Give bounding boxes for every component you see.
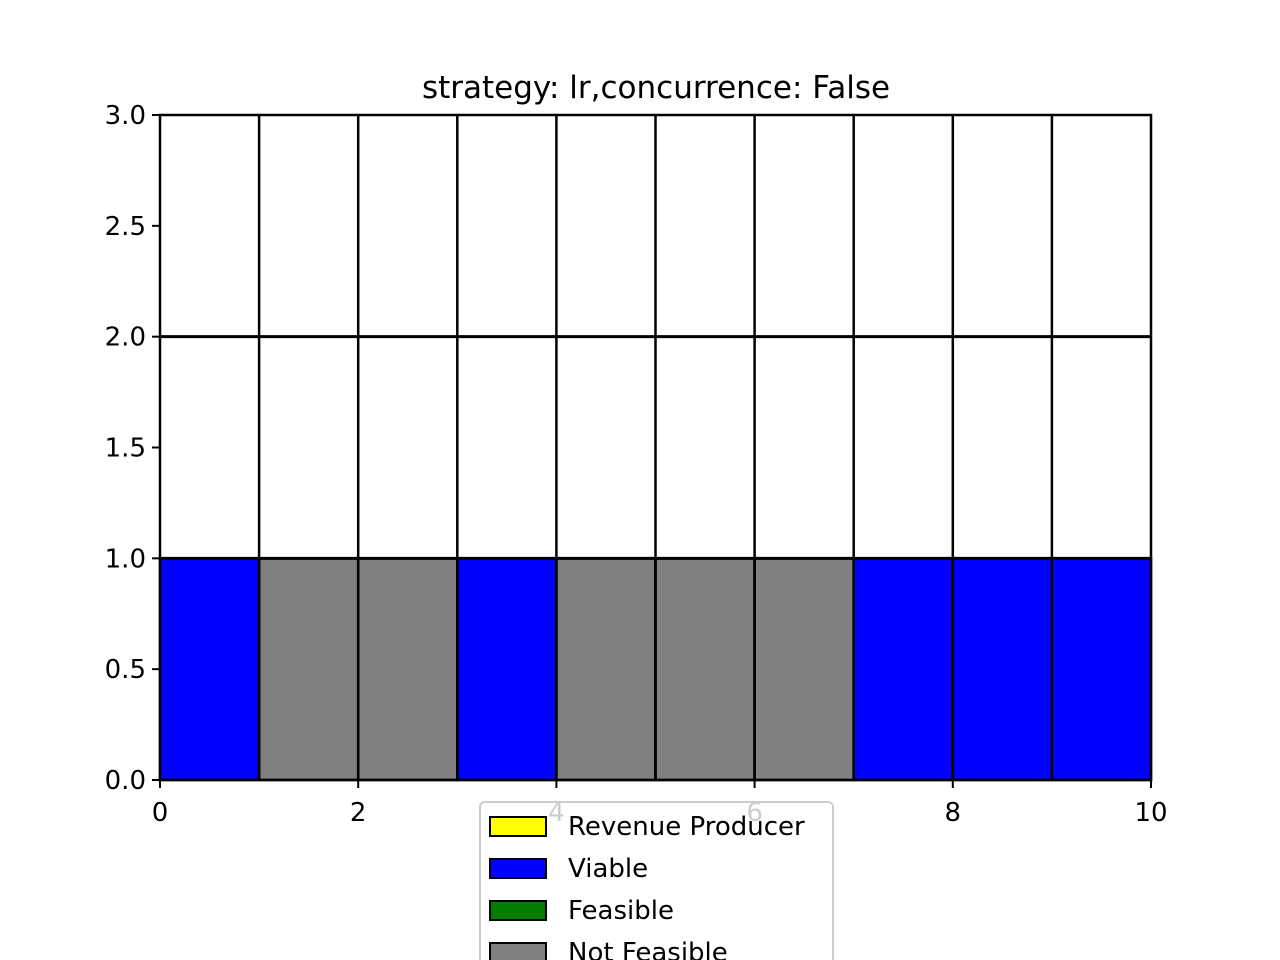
x-tick-label: 2 xyxy=(350,798,367,828)
y-tick-label: 1.0 xyxy=(105,544,146,574)
x-tick-label: 10 xyxy=(1134,798,1167,828)
legend-label-not-feasible: Not Feasible xyxy=(568,938,728,960)
y-tick-label: 0.5 xyxy=(105,655,146,685)
legend-swatch-viable xyxy=(489,858,547,879)
cell-5-not-feasible xyxy=(654,557,756,782)
x-tick-label: 8 xyxy=(945,798,962,828)
grid-layer xyxy=(160,115,1151,780)
legend-label-viable: Viable xyxy=(568,854,648,884)
cell-7-viable xyxy=(852,557,955,782)
y-tick-label: 3.0 xyxy=(105,101,146,131)
cell-1-not-feasible xyxy=(257,557,360,782)
legend-box xyxy=(479,801,834,960)
legend-swatch-revenue-producer xyxy=(489,816,547,837)
legend-swatch-feasible xyxy=(489,900,547,921)
cell-9-viable xyxy=(1050,557,1153,782)
y-tick-label: 1.5 xyxy=(105,434,146,464)
legend-label-feasible: Feasible xyxy=(568,896,674,926)
y-tick-label: 0.0 xyxy=(105,766,146,796)
chart-title: strategy: lr,concurrence: False xyxy=(422,70,890,106)
y-tick-label: 2.0 xyxy=(105,323,146,353)
cells-layer xyxy=(158,557,1153,782)
legend-label-revenue-producer: Revenue Producer xyxy=(568,812,805,842)
y-tick-label: 2.5 xyxy=(105,212,146,242)
cell-2-not-feasible xyxy=(356,557,459,782)
legend-swatch-not-feasible xyxy=(489,942,547,960)
axes-layer: 02468100.00.51.01.52.02.53.0 xyxy=(105,101,1168,828)
cell-8-viable xyxy=(951,557,1054,782)
cell-0-viable xyxy=(158,557,261,782)
cell-3-viable xyxy=(456,557,558,782)
cell-4-not-feasible xyxy=(555,557,657,782)
legend: Revenue Producer Viable Feasible Not Feasib… xyxy=(479,801,834,960)
cell-6-not-feasible xyxy=(753,557,855,782)
x-tick-label: 0 xyxy=(152,798,169,828)
